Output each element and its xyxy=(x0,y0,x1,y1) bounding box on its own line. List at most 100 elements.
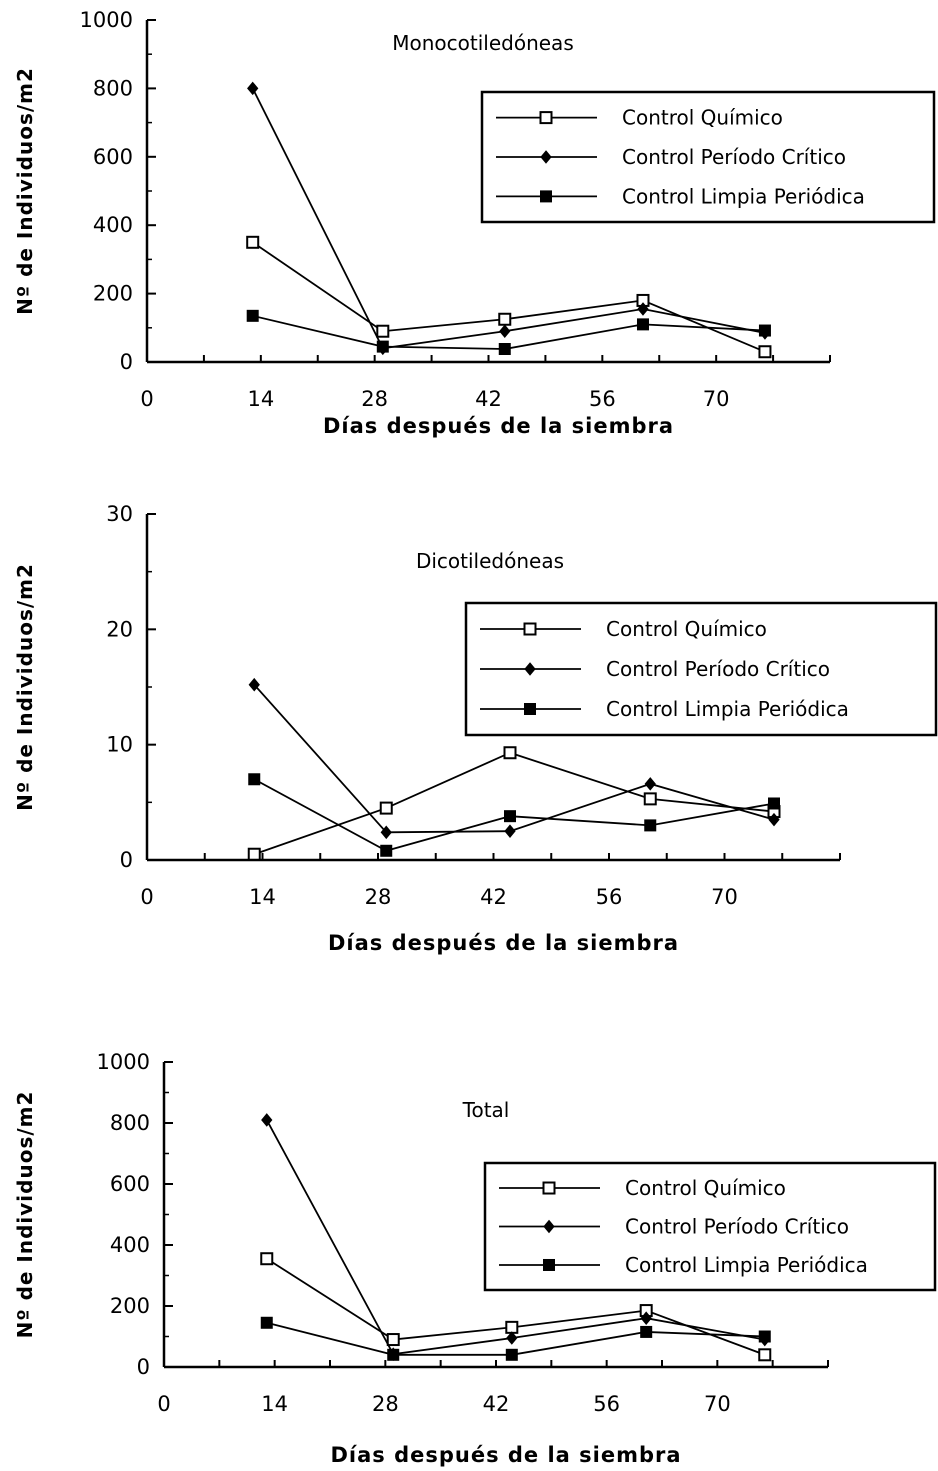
data-point xyxy=(247,81,259,96)
data-point xyxy=(506,1331,518,1345)
chart-3: 0 200 400 600 800 1000 0 14 28 42 56 70 Días después… xyxy=(13,1050,937,1467)
legend-marker xyxy=(540,150,552,164)
x-tick-label: 56 xyxy=(596,885,623,909)
x-tick-label: 70 xyxy=(704,1392,731,1416)
chart-1: 0 200 400 600 800 1000 0 14 28 42 56 70 Días después… xyxy=(13,8,936,438)
data-point xyxy=(246,309,259,322)
x-axis-label: Días después de la siembra xyxy=(323,414,674,438)
legend-marker xyxy=(524,703,536,715)
data-point xyxy=(380,825,392,840)
legend: Control Químico Control Período Crítico Co… xyxy=(464,601,938,737)
data-point xyxy=(758,1330,771,1343)
legend-marker xyxy=(543,1219,555,1234)
legend-marker xyxy=(539,111,553,125)
legend-label: Control Período Crítico xyxy=(606,657,830,681)
x-tick-label: 56 xyxy=(593,1392,620,1416)
x-tick-label: 56 xyxy=(589,387,616,411)
data-point xyxy=(640,1311,652,1325)
data-point xyxy=(248,677,260,692)
data-point xyxy=(260,1252,274,1266)
y-tick-label: 600 xyxy=(110,1172,150,1196)
data-point xyxy=(504,810,516,823)
y-tick-label: 1000 xyxy=(80,8,133,32)
y-tick-label: 0 xyxy=(120,848,133,872)
series-1 xyxy=(247,746,781,861)
legend-label: Control Período Crítico xyxy=(622,145,846,169)
x-axis-label: Días después de la siembra xyxy=(328,931,679,955)
x-tick-label: 42 xyxy=(475,387,502,411)
chart-2: 0 10 20 30 0 14 28 42 56 70 Días después de la sie… xyxy=(13,502,938,955)
legend-marker xyxy=(542,1181,556,1195)
data-point xyxy=(758,324,771,337)
x-tick-label: 14 xyxy=(261,1392,288,1416)
legend: Control Químico Control Período Crítico Co… xyxy=(483,1161,937,1292)
y-tick-label: 800 xyxy=(93,76,133,100)
y-tick-label: 800 xyxy=(110,1111,150,1135)
data-point xyxy=(758,1348,772,1362)
data-point xyxy=(246,235,260,249)
x-tick-label: 28 xyxy=(372,1392,399,1416)
legend: Control Químico Control Período Crítico Co… xyxy=(480,90,936,224)
x-axis-label: Días después de la siembra xyxy=(330,1443,681,1467)
x-tick-label: 42 xyxy=(480,885,507,909)
y-axis-label: Nº de Individuos/m2 xyxy=(13,1091,37,1339)
data-point xyxy=(758,345,772,359)
x-tick-label: 14 xyxy=(249,885,276,909)
y-tick-label: 30 xyxy=(106,502,133,526)
legend-label: Control Químico xyxy=(625,1176,786,1200)
legend-label: Control Limpia Periódica xyxy=(625,1253,868,1277)
chart-title: Total xyxy=(462,1098,510,1122)
series-line xyxy=(252,241,766,353)
data-point xyxy=(505,1348,518,1361)
series-2 xyxy=(248,677,780,840)
data-point xyxy=(643,792,657,806)
y-tick-label: 400 xyxy=(110,1233,150,1257)
data-point xyxy=(380,844,393,857)
legend-marker xyxy=(523,622,537,636)
legend-marker xyxy=(543,1258,555,1271)
legend-label: Control Químico xyxy=(622,106,783,130)
data-point xyxy=(636,318,649,331)
x-tick-label: 28 xyxy=(361,387,388,411)
data-point xyxy=(260,1316,273,1329)
y-tick-label: 0 xyxy=(137,1355,150,1379)
data-point xyxy=(386,1333,400,1347)
x-tick-label: 0 xyxy=(157,1392,170,1416)
x-tick-label: 70 xyxy=(703,387,730,411)
data-point xyxy=(248,773,261,786)
x-tick-label: 0 xyxy=(140,885,153,909)
data-point xyxy=(504,824,516,838)
legend-marker xyxy=(540,190,552,203)
y-axis-label: Nº de Individuos/m2 xyxy=(13,67,37,315)
data-point xyxy=(640,1325,653,1338)
data-point xyxy=(498,312,512,326)
data-point xyxy=(768,812,780,827)
series-3 xyxy=(248,773,780,857)
data-point xyxy=(379,801,393,815)
series-3 xyxy=(246,309,771,356)
y-tick-label: 200 xyxy=(110,1294,150,1318)
x-tick-label: 0 xyxy=(140,387,153,411)
legend-label: Control Limpia Periódica xyxy=(606,697,849,721)
series-1 xyxy=(246,235,772,359)
y-tick-label: 0 xyxy=(120,350,133,374)
x-tick-label: 14 xyxy=(247,387,274,411)
data-point xyxy=(376,324,390,338)
legend-label: Control Período Crítico xyxy=(625,1215,849,1239)
data-point xyxy=(499,324,511,339)
data-point xyxy=(637,302,649,316)
data-point xyxy=(376,340,389,353)
series-line xyxy=(253,751,775,856)
x-tick-label: 28 xyxy=(365,885,392,909)
y-tick-label: 600 xyxy=(93,145,133,169)
legend-marker xyxy=(524,662,536,676)
data-point xyxy=(387,1348,400,1361)
x-tick-label: 70 xyxy=(711,885,738,909)
y-tick-label: 200 xyxy=(93,282,133,306)
data-point xyxy=(644,819,657,832)
y-tick-label: 10 xyxy=(106,733,133,757)
chart-title: Monocotiledóneas xyxy=(392,31,573,55)
legend-label: Control Químico xyxy=(606,617,767,641)
data-point xyxy=(247,847,261,861)
